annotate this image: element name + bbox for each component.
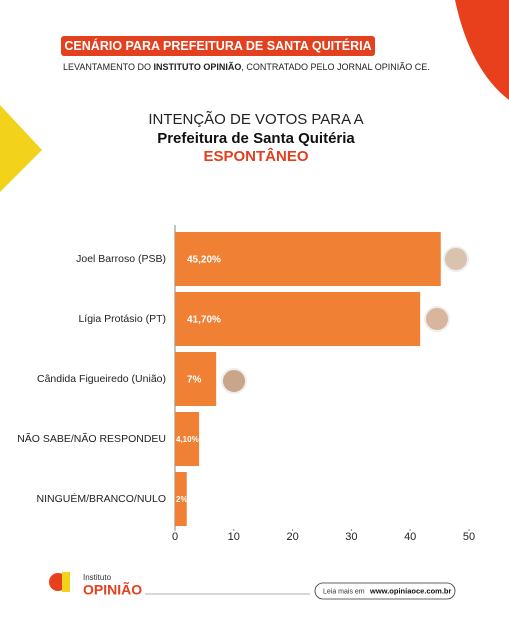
logo-mark	[62, 572, 70, 592]
bar	[175, 352, 217, 406]
y-tick-label: NÃO SABE/NÃO RESPONDEU	[17, 432, 166, 445]
subtitle-part: INSTITUTO OPINIÃO	[154, 62, 242, 72]
x-tick-label: 0	[172, 531, 178, 543]
x-tick-label: 50	[463, 531, 475, 543]
avatar	[424, 306, 450, 332]
y-tick-label: NINGUÉM/BRANCO/NULO	[36, 492, 166, 505]
value-label: 45,20%	[187, 255, 221, 266]
bar	[175, 232, 441, 286]
logo-big: OPINIÃO	[83, 581, 142, 598]
banner-bg	[61, 36, 375, 56]
x-tick-label: 20	[286, 531, 298, 543]
side-decoration	[0, 105, 42, 192]
subtitle-part: , CONTRATADO PELO JORNAL OPINIÃO CE.	[241, 62, 429, 72]
url: www.opiniaoce.com.br	[369, 586, 451, 595]
logo-small: Instituto	[83, 573, 112, 582]
value-label: 4,10%	[176, 435, 199, 444]
read-more: Leia mais em	[323, 588, 365, 595]
subtitle: LEVANTAMENTO DO INSTITUTO OPINIÃO, CONTR…	[63, 62, 430, 72]
y-tick-label: Lígia Protásio (PT)	[78, 313, 166, 325]
corner-decoration	[455, 0, 509, 100]
chart-subtitle: Prefeitura de Santa Quitéria	[157, 130, 355, 147]
subtitle-part: LEVANTAMENTO DO	[63, 62, 154, 72]
value-label: 2%	[176, 495, 188, 504]
avatar	[221, 368, 247, 394]
value-label: 41,70%	[187, 315, 221, 326]
bar	[175, 412, 200, 466]
plot: 0 10 20 30 40 50 Joel Barroso (PSB) 45,20% Lígia…	[17, 225, 475, 543]
chart-label: ESPONTÂNEO	[203, 147, 308, 165]
x-tick-label: 10	[228, 531, 240, 543]
value-label: 7%	[187, 375, 202, 386]
url-box	[314, 582, 456, 600]
y-tick-label: Joel Barroso (PSB)	[76, 253, 166, 265]
x-tick-label: 30	[345, 531, 357, 543]
x-tick-label: 40	[404, 531, 416, 543]
y-tick-label: Cândida Figueiredo (União)	[37, 373, 166, 385]
avatar	[443, 246, 469, 272]
bar	[175, 472, 187, 526]
banner: CENÁRIO PARA PREFEITURA DE SANTA QUITÉRI…	[64, 38, 371, 53]
chart-title: INTENÇÃO DE VOTOS PARA A	[148, 111, 363, 128]
bar	[175, 292, 421, 346]
